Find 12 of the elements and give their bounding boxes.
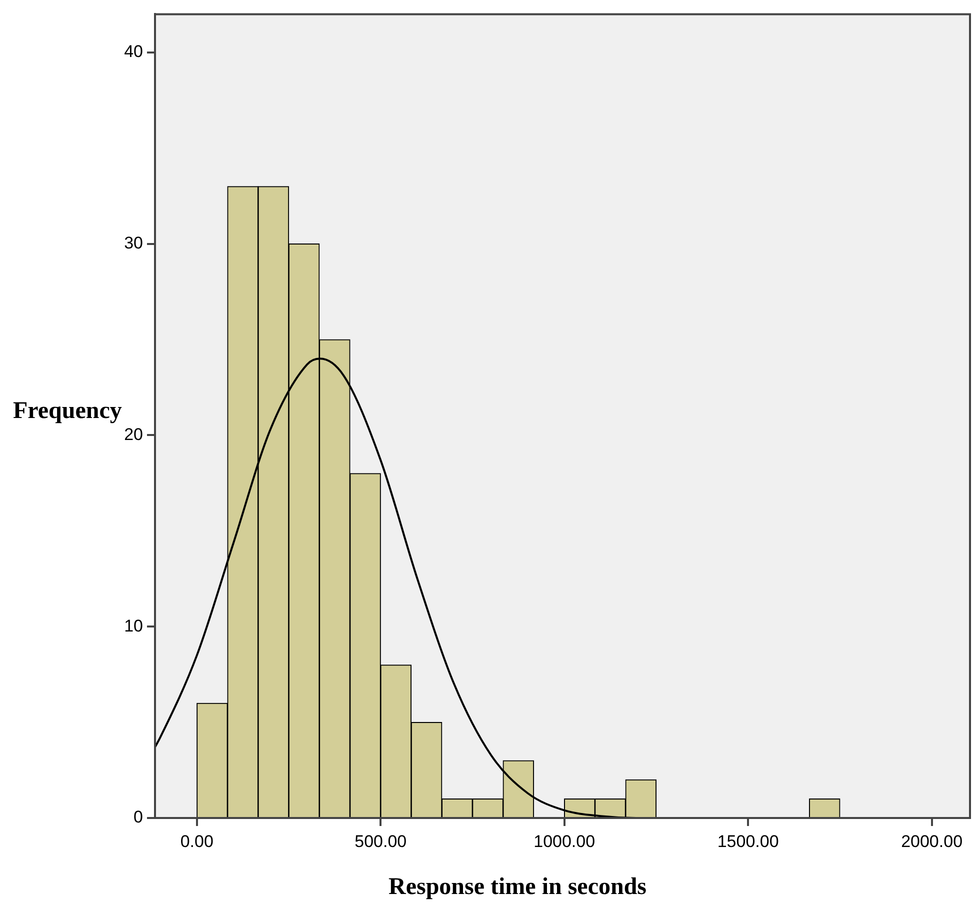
y-tick-label: 0 — [134, 808, 143, 827]
y-tick-label: 40 — [124, 42, 143, 62]
x-tick-label: 1000.00 — [534, 832, 596, 851]
x-tick-label: 0.00 — [180, 832, 214, 851]
x-tick-label: 2000.00 — [901, 832, 963, 851]
x-axis-title: Response time in seconds — [388, 874, 647, 900]
y-axis-title: Frequency — [13, 398, 122, 424]
y-tick-label: 20 — [124, 424, 143, 444]
x-tick-label: 1500.00 — [717, 832, 779, 851]
y-tick-label: 10 — [124, 616, 143, 636]
y-tick-label: 30 — [124, 234, 143, 253]
x-tick-label: 500.00 — [354, 832, 407, 851]
